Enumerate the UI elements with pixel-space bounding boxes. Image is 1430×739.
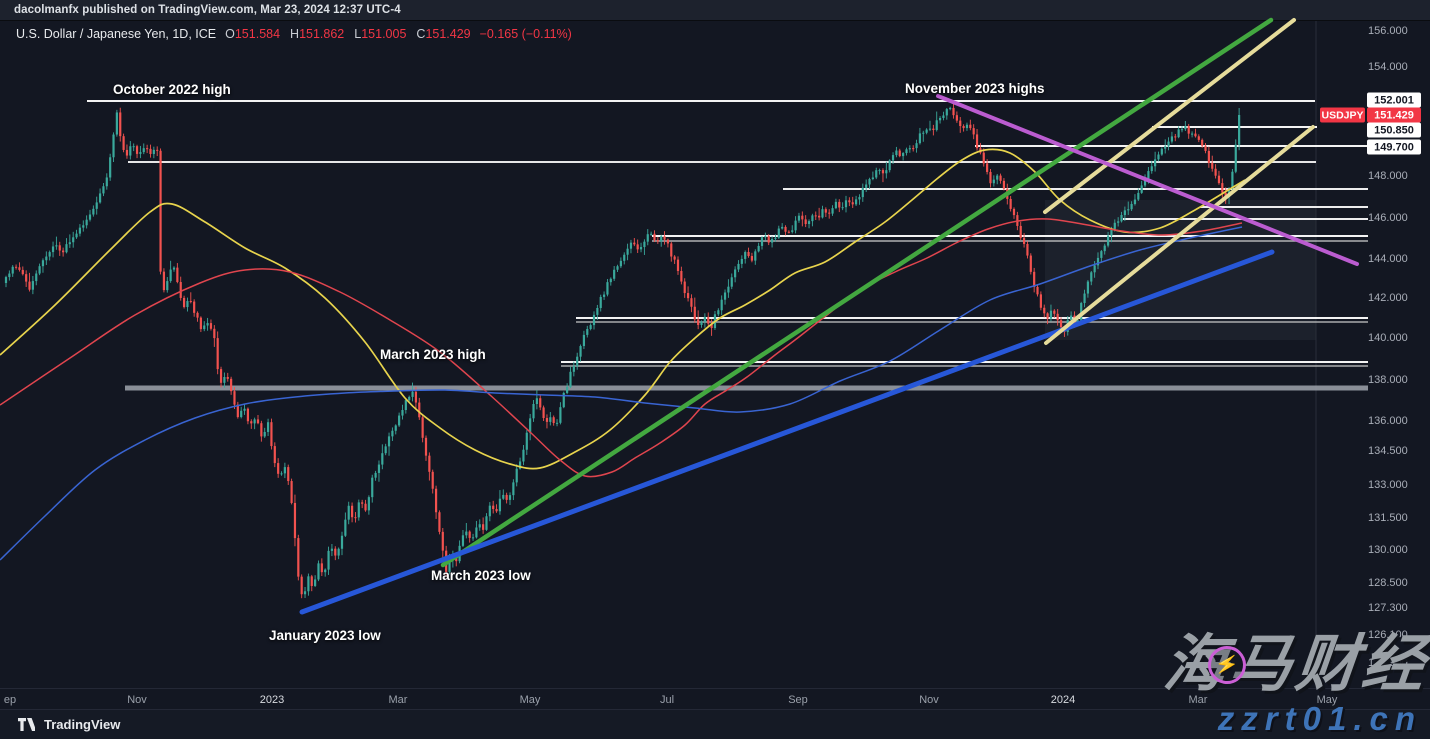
horizontal-level-lines[interactable] [87,100,1368,391]
price-axis-label: 138.000 [1368,374,1408,386]
chart-annotation-text[interactable]: March 2023 high [380,347,486,362]
trendline-channel-upper-khaki [1043,18,1296,214]
trendline-drawings[interactable] [299,17,1359,615]
trendline-november-highs-resistance [936,94,1359,266]
price-axis-label: 128.500 [1368,577,1408,589]
publish-info-text: dacolmanfx published on TradingView.com,… [14,4,401,16]
price-axis-label: 136.000 [1368,415,1408,427]
ohlc-item: C151.429 [416,27,471,41]
symbol-title[interactable]: U.S. Dollar / Japanese Yen, 1D, ICE [16,27,217,41]
price-axis-label: 156.000 [1368,25,1408,37]
ma-fast-yellow-line[interactable] [0,148,1246,470]
tradingview-brand-text: TradingView [44,717,121,732]
time-axis-label: Sep [788,694,808,706]
chart-annotation-text[interactable]: November 2023 highs [905,81,1045,96]
price-axis-label: 130.000 [1368,544,1408,556]
price-axis[interactable]: 156.000 154.000 148.000 146.000 144.000 142.0… [1316,21,1430,688]
publish-header-bar: dacolmanfx published on TradingView.com,… [0,0,1430,21]
chart-annotation-text[interactable]: October 2022 high [113,82,231,97]
time-axis-label: 2023 [259,694,285,706]
time-axis-label: Nov [919,694,939,706]
trendline-january-2023-low-support [299,249,1275,615]
price-axis-label: 126.100 [1368,629,1408,641]
price-axis-label: 144.000 [1368,253,1408,265]
price-axis-label: 134.500 [1368,445,1408,457]
price-axis-label: 131.500 [1368,512,1408,524]
level-price-badge: 150.850 [1367,122,1421,138]
highlight-rectangle [1045,200,1316,340]
tradingview-brand-link[interactable]: TradingView [18,717,120,732]
tradingview-logo-icon [18,718,37,731]
chart-annotation-text[interactable]: January 2023 low [269,628,381,643]
symbol-price-badge: USDJPY [1320,107,1365,123]
time-axis-label: Mar [388,694,408,706]
time-axis-label: ep [3,694,17,706]
chart-annotation-text[interactable]: March 2023 low [431,568,531,583]
ohlc-item: O151.584 [225,27,281,41]
ohlc-item: L151.005 [354,27,407,41]
ohlc-item: H151.862 [290,27,345,41]
trendline-march-2023-low-support [440,17,1274,568]
time-axis[interactable]: ep Nov 2023 Mar May Jul Sep Nov 2024 Mar May [0,688,1430,709]
trendline-channel-lower-khaki [1044,125,1315,345]
time-axis-label: Jul [659,694,675,706]
time-axis-label: Mar [1188,694,1208,706]
price-axis-label: 133.000 [1368,479,1408,491]
time-axis-label: Nov [127,694,147,706]
change-value: −0.165 (−0.11%) [479,27,572,41]
ohlc-values: O151.584 H151.862 L151.005 C151.429 [225,27,471,41]
time-axis-label: May [1316,694,1338,706]
symbol-legend: U.S. Dollar / Japanese Yen, 1D, ICE O151… [16,27,572,41]
level-price-badge: 149.700 [1367,139,1421,155]
price-axis-label: 140.000 [1368,332,1408,344]
candlestick-series [4,102,1241,599]
time-axis-label: 2024 [1050,694,1076,706]
price-axis-label: 142.000 [1368,292,1408,304]
price-axis-label: 148.000 [1368,170,1408,182]
footer-bar: TradingView [0,709,1430,739]
price-axis-label: 154.000 [1368,61,1408,73]
price-axis-label: 124.900 [1368,657,1408,669]
price-axis-label: 127.300 [1368,602,1408,614]
ma-mid-red-line[interactable] [0,218,1243,478]
last-price-badge: 151.429 [1367,107,1421,123]
time-axis-label: May [519,694,541,706]
ma-slow-blue-line[interactable] [0,226,1243,561]
price-axis-label: 146.000 [1368,212,1408,224]
level-price-badge: 152.001 [1367,92,1421,108]
